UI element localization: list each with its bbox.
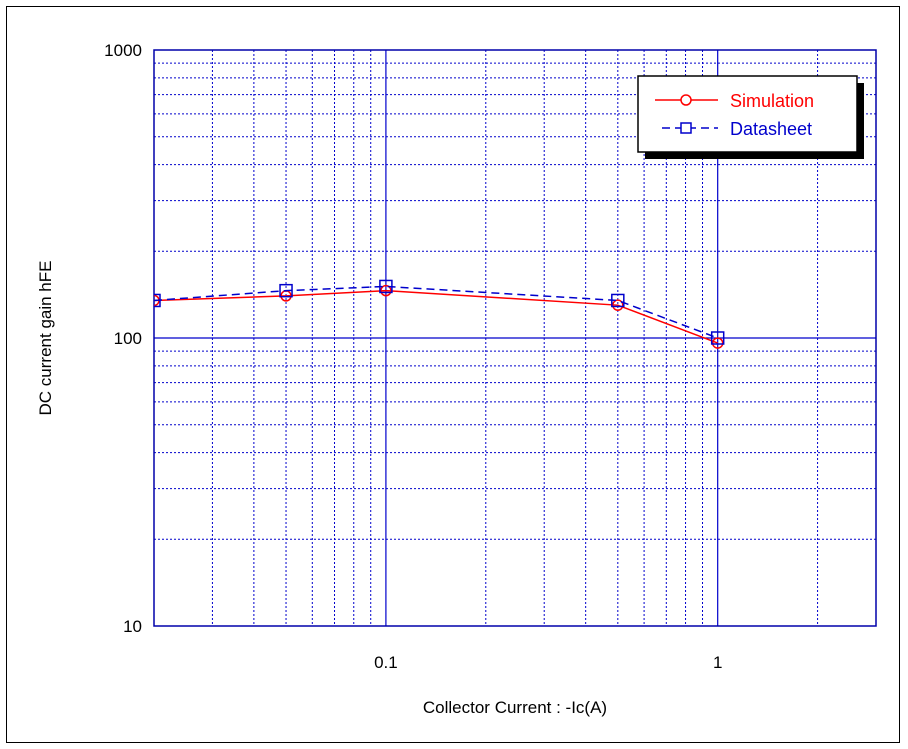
data-point-datasheet [379, 279, 393, 294]
legend: Simulation Datasheet [637, 75, 864, 159]
series-layer [154, 279, 725, 349]
y-tick-label: 10 [123, 617, 142, 636]
legend-item-datasheet: Datasheet [662, 119, 812, 139]
x-tick-labels: 0.1 1 [374, 653, 722, 672]
legend-box [637, 75, 858, 153]
y-tick-labels: 10 100 1000 [104, 41, 142, 636]
legend-item-simulation: Simulation [655, 91, 814, 111]
x-axis-label: Collector Current : -Ic(A) [423, 698, 607, 717]
y-tick-label: 100 [114, 329, 142, 348]
data-point-datasheet [154, 293, 161, 308]
legend-label-simulation: Simulation [730, 91, 814, 111]
series-line-simulation [154, 289, 718, 344]
x-tick-label: 0.1 [374, 653, 398, 672]
data-point-datasheet [279, 283, 293, 298]
data-point-datasheet [710, 331, 725, 345]
plot-border [153, 49, 877, 627]
legend-square-marker-icon [680, 122, 692, 134]
legend-circle-marker-icon [680, 94, 692, 106]
series-line-datasheet [154, 285, 718, 339]
x-tick-label: 1 [713, 653, 722, 672]
data-point-simulation [380, 284, 392, 297]
data-point-simulation [711, 337, 724, 349]
data-point-datasheet [611, 293, 625, 308]
y-tick-label: 1000 [104, 41, 142, 60]
y-axis-label: DC current gain hFE [36, 261, 55, 416]
data-point-simulation [612, 299, 624, 311]
legend-label-datasheet: Datasheet [730, 119, 812, 139]
